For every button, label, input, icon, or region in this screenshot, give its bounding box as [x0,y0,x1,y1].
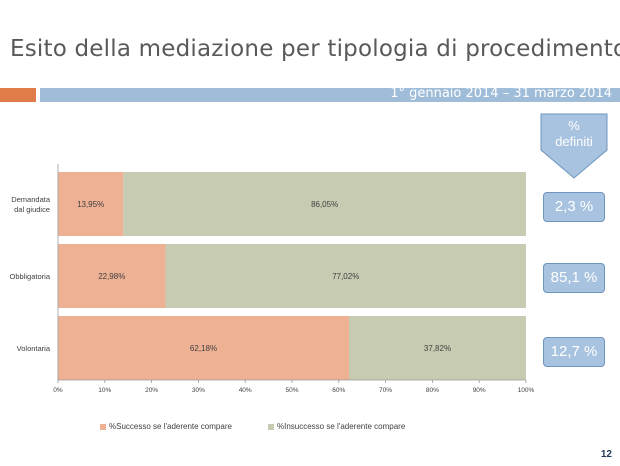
legend-swatch-success [100,423,106,430]
accent-bar-blue [40,88,620,102]
x-tick-label-9: 90% [473,387,486,394]
x-tick-label-10: 100% [518,387,535,394]
legend-item-success: %Successo se l'aderente compare [100,422,232,431]
bar-failure-2 [349,316,526,380]
data-label-success-2: 62,18% [190,344,217,353]
data-label-failure-2: 37,82% [424,344,451,353]
date-range: 1° gennaio 2014 – 31 marzo 2014 [390,86,612,101]
bar-success-1 [58,244,166,308]
x-tick-label-2: 20% [145,387,158,394]
bar-success-2 [58,316,350,380]
x-tick-label-5: 50% [285,387,298,394]
accent-bar-orange [0,88,36,102]
data-label-failure-0: 86,05% [311,200,338,209]
x-tick-label-8: 80% [426,387,439,394]
callout-header-line2: definiti [555,134,593,149]
defined-pct-demandata: 2,3 % [543,192,605,222]
legend-label-success: %Successo se l'aderente compare [109,422,232,431]
callout-header: % definiti [539,118,609,150]
legend-label-failure: %Insuccesso se l'aderente compare [277,422,406,431]
x-tick-label-6: 60% [332,387,345,394]
defined-pct-volontaria: 12,7 % [543,337,605,367]
bar-success-0 [58,172,124,236]
x-tick-label-3: 30% [192,387,205,394]
slide-title: Esito della mediazione per tipologia di … [10,36,620,62]
category-label-2: Volontaria [17,344,51,353]
data-label-success-1: 22,98% [98,272,125,281]
x-tick-label-7: 70% [379,387,392,394]
data-label-success-0: 13,95% [77,200,104,209]
defined-pct-obbligatoria: 85,1 % [543,263,605,293]
stacked-bar-chart: 13,95% 86,05% Demandata dal giudice 22,98% 77… [0,160,540,410]
legend-item-failure: %Insuccesso se l'aderente compare [268,422,405,431]
x-tick-label-4: 40% [239,387,252,394]
category-label-0: Demandata dal giudice [11,195,51,214]
bar-failure-1 [165,244,527,308]
page-number: 12 [600,449,612,460]
chart-svg: 13,95% 86,05% Demandata dal giudice 22,98% 77… [10,164,535,394]
legend-swatch-failure [268,423,274,430]
x-tick-label-0: 0% [53,387,63,394]
chart-legend: %Successo se l'aderente compare %Insucce… [90,422,490,436]
callout-header-line1: % [568,118,580,133]
bar-failure-0 [123,172,526,236]
data-label-failure-1: 77,02% [332,272,359,281]
x-tick-label-1: 10% [98,387,111,394]
down-arrow-callout [540,113,608,179]
category-label-1: Obbligatoria [10,272,51,281]
